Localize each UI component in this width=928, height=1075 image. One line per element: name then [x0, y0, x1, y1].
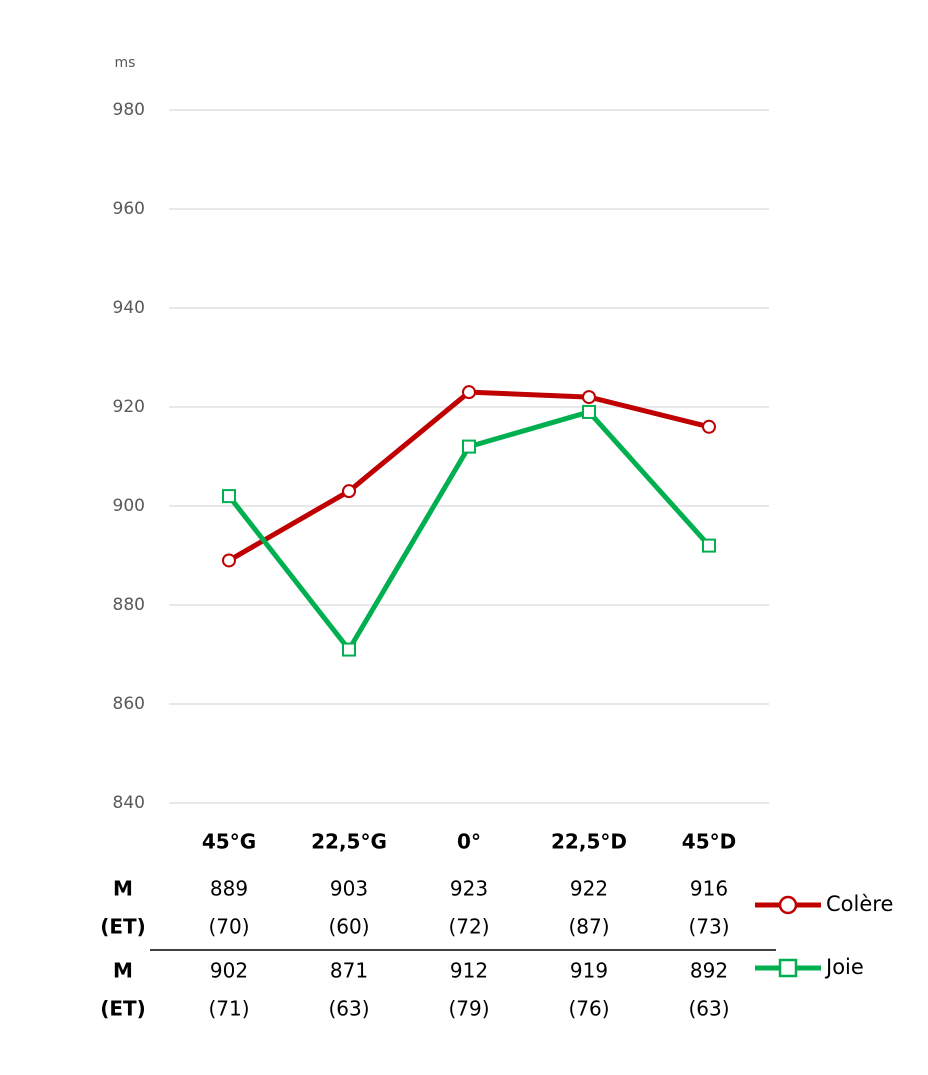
- point: [342, 484, 356, 499]
- y-tick-label: 920: [113, 397, 145, 417]
- table-mean: 912: [450, 959, 488, 983]
- table-mean: 892: [690, 959, 728, 983]
- table-sd: (73): [688, 915, 729, 939]
- legend-marker: [778, 958, 798, 978]
- table-mean: 889: [210, 877, 248, 901]
- table-sd: (63): [328, 997, 369, 1021]
- table-sd: (60): [328, 915, 369, 939]
- x-tick-label: 22,5°G: [311, 830, 387, 854]
- table-sd: (71): [208, 997, 249, 1021]
- table-sd: (79): [448, 997, 489, 1021]
- table-mean: 902: [210, 959, 248, 983]
- point: [222, 489, 236, 504]
- y-tick-label: 880: [113, 595, 145, 615]
- table-sd: (63): [688, 997, 729, 1021]
- point: [702, 538, 716, 553]
- y-tick-label: 980: [113, 100, 145, 120]
- legend-marker: [778, 895, 798, 915]
- y-unit: ms: [115, 55, 136, 71]
- point: [222, 553, 236, 568]
- row-label: (ET): [100, 915, 146, 939]
- legend-label: Joie: [824, 955, 864, 979]
- y-tick-label: 960: [113, 199, 145, 219]
- x-tick-label: 45°G: [202, 830, 256, 854]
- point: [702, 419, 716, 434]
- table-sd: (70): [208, 915, 249, 939]
- point: [582, 390, 596, 405]
- table-mean: 919: [570, 959, 608, 983]
- point: [582, 404, 596, 419]
- row-label: M: [113, 959, 133, 983]
- point: [462, 439, 476, 454]
- table-mean: 923: [450, 877, 488, 901]
- x-tick-label: 22,5°D: [551, 830, 627, 854]
- point: [462, 385, 476, 400]
- y-tick-label: 860: [113, 694, 145, 714]
- row-label: (ET): [100, 997, 146, 1021]
- row-label: M: [113, 877, 133, 901]
- table-sd: (76): [568, 997, 609, 1021]
- table-sd: (87): [568, 915, 609, 939]
- x-tick-label: 45°D: [682, 830, 736, 854]
- table-mean: 916: [690, 877, 728, 901]
- table-sd: (72): [448, 915, 489, 939]
- table-mean: 871: [330, 959, 368, 983]
- table-mean: 903: [330, 877, 368, 901]
- x-tick-label: 0°: [457, 830, 481, 854]
- y-tick-label: 940: [113, 298, 145, 318]
- y-tick-label: 840: [113, 793, 145, 813]
- series-line: [227, 389, 710, 563]
- legend-label: Colère: [826, 892, 893, 916]
- table-mean: 922: [570, 877, 608, 901]
- point: [342, 642, 356, 657]
- y-tick-label: 900: [113, 496, 145, 516]
